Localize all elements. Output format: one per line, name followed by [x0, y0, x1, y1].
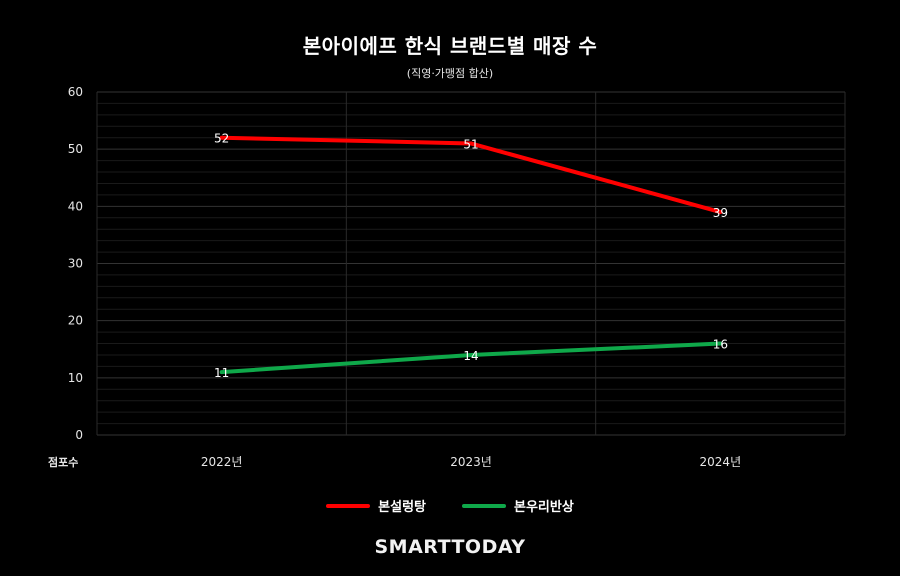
legend-item-series-1: 본설렁탕 — [326, 496, 426, 515]
brand-logo-text: SMARTTODAY — [374, 536, 526, 558]
series-line-2 — [219, 341, 723, 375]
data-label: 14 — [463, 349, 478, 363]
y-tick-label: 10 — [68, 371, 83, 385]
data-label: 52 — [214, 132, 229, 146]
y-tick-label: 40 — [68, 199, 83, 213]
y-axis-label: 점포수 — [48, 456, 79, 469]
x-tick-label: 2022년 — [201, 455, 243, 469]
y-tick-label: 60 — [68, 85, 83, 99]
chart-title: 본아이에프 한식 브랜드별 매장 수 — [302, 34, 598, 58]
legend-swatch-series-1 — [326, 503, 371, 508]
legend-swatch-series-2 — [462, 503, 507, 508]
x-tick-label: 2024년 — [700, 455, 742, 469]
line-chart: 0 10 20 30 40 50 60 2022년 2023년 2024년 52 51 39 11 14 16 — [68, 85, 846, 469]
series-line-1 — [219, 135, 723, 215]
legend: 본설렁탕 본우리반상 — [0, 496, 900, 515]
data-label: 16 — [713, 338, 728, 352]
data-label: 51 — [463, 137, 478, 151]
y-tick-label: 50 — [68, 142, 83, 156]
y-tick-label: 20 — [68, 314, 83, 328]
legend-item-series-2: 본우리반상 — [462, 496, 574, 515]
y-tick-label: 0 — [75, 428, 83, 442]
data-label: 11 — [214, 366, 229, 380]
legend-label-series-1: 본설렁탕 — [378, 500, 427, 515]
chart-subtitle: (직영·가맹점 합산) — [406, 67, 494, 80]
data-label: 39 — [713, 206, 728, 220]
x-tick-label: 2023년 — [450, 455, 492, 469]
y-tick-label: 30 — [68, 257, 83, 271]
legend-label-series-2: 본우리반상 — [514, 500, 574, 515]
